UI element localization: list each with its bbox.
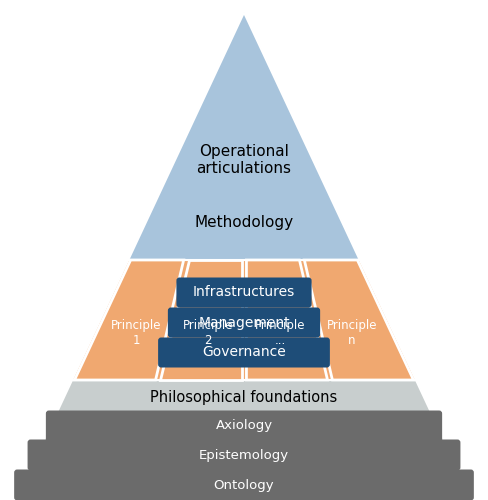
Polygon shape bbox=[305, 260, 413, 380]
Text: Infrastructures: Infrastructures bbox=[193, 286, 295, 300]
Text: Methodology: Methodology bbox=[194, 215, 294, 230]
FancyBboxPatch shape bbox=[158, 338, 330, 368]
Polygon shape bbox=[128, 12, 360, 260]
Text: Operational
articulations: Operational articulations bbox=[197, 144, 291, 176]
Text: Epistemology: Epistemology bbox=[199, 448, 289, 462]
FancyBboxPatch shape bbox=[14, 470, 474, 500]
Text: Governance: Governance bbox=[202, 346, 286, 360]
Text: Principle
1: Principle 1 bbox=[111, 318, 162, 346]
FancyBboxPatch shape bbox=[27, 440, 461, 470]
FancyBboxPatch shape bbox=[177, 278, 312, 308]
Text: Axiology: Axiology bbox=[215, 420, 273, 432]
Text: Philosophical foundations: Philosophical foundations bbox=[150, 390, 338, 405]
Polygon shape bbox=[75, 260, 183, 380]
Text: Principle
...: Principle ... bbox=[255, 318, 305, 346]
Polygon shape bbox=[72, 260, 416, 380]
FancyBboxPatch shape bbox=[46, 410, 442, 442]
FancyBboxPatch shape bbox=[168, 308, 320, 338]
Text: Principle
n: Principle n bbox=[326, 318, 377, 346]
Text: Management: Management bbox=[198, 316, 290, 330]
Polygon shape bbox=[246, 260, 327, 380]
Text: Principle
2: Principle 2 bbox=[183, 318, 233, 346]
Text: Ontology: Ontology bbox=[214, 478, 274, 492]
Polygon shape bbox=[17, 380, 471, 498]
Polygon shape bbox=[161, 260, 242, 380]
